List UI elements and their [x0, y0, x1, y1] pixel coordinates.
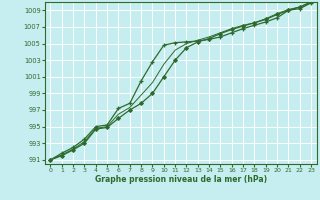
X-axis label: Graphe pression niveau de la mer (hPa): Graphe pression niveau de la mer (hPa): [95, 175, 267, 184]
